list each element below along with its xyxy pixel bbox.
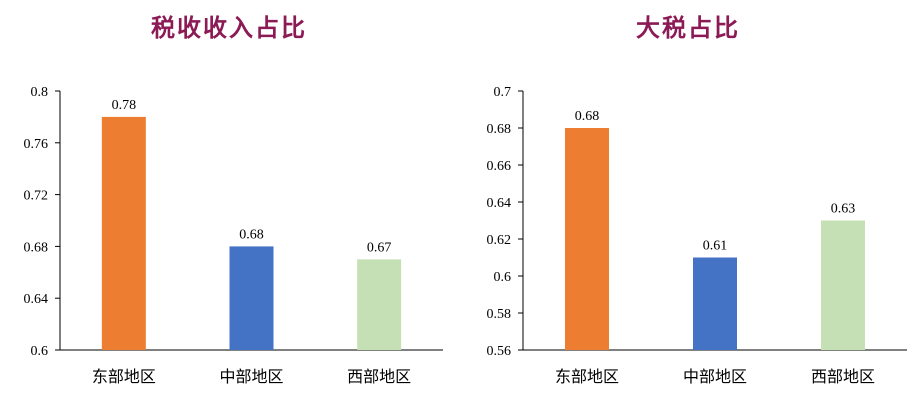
data-label: 0.78 <box>112 98 137 113</box>
x-tick-label: 西部地区 <box>811 367 875 386</box>
chart-title: 大税占比 <box>636 13 740 42</box>
y-tick-label: 0.76 <box>24 137 49 152</box>
y-tick-label: 0.64 <box>24 292 49 307</box>
y-tick-label: 0.7 <box>494 85 512 100</box>
x-tick-label: 东部地区 <box>92 367 156 386</box>
data-label: 0.67 <box>367 240 392 255</box>
bar <box>821 220 865 350</box>
y-tick-label: 0.68 <box>487 122 512 137</box>
x-tick-label: 东部地区 <box>555 367 619 386</box>
y-tick-label: 0.6 <box>494 270 512 285</box>
y-tick-label: 0.62 <box>487 233 512 248</box>
chart-plot: 0.6 0.64 0.68 0.72 0.76 0.8 0.78 东部地区 0.68 中部地区 0.… <box>24 85 443 386</box>
y-tick-label: 0.66 <box>487 159 512 174</box>
data-label: 0.63 <box>831 202 856 217</box>
y-tick-label: 0.56 <box>487 344 512 359</box>
y-tick-label: 0.58 <box>487 307 512 322</box>
bar <box>101 116 146 351</box>
bar <box>229 246 274 350</box>
y-tick-label: 0.68 <box>24 240 49 255</box>
y-tick-label: 0.72 <box>24 189 49 204</box>
y-tick-label: 0.8 <box>31 85 49 100</box>
bar <box>357 259 402 350</box>
data-label: 0.68 <box>575 109 600 124</box>
bar <box>693 257 737 350</box>
chart-title: 税收收入占比 <box>151 13 307 42</box>
y-tick-label: 0.6 <box>31 344 49 359</box>
bar <box>565 128 609 350</box>
x-tick-label: 西部地区 <box>347 367 411 386</box>
data-label: 0.61 <box>703 239 728 254</box>
y-tick-label: 0.64 <box>487 196 512 211</box>
tax-revenue-share-chart: 税收收入占比 0.6 0.64 0.68 0.72 0.76 0.8 0.78 东部地区 0.6… <box>0 0 458 402</box>
data-label: 0.68 <box>239 227 264 242</box>
major-tax-share-chart: 大税占比 0.56 0.58 0.6 0.62 0.64 0.66 0.68 0.7 0.68 东… <box>459 0 917 402</box>
x-tick-label: 中部地区 <box>683 367 747 386</box>
chart-plot: 0.56 0.58 0.6 0.62 0.64 0.66 0.68 0.7 0.68 东部地区 0.… <box>487 85 907 386</box>
x-tick-label: 中部地区 <box>219 367 283 386</box>
